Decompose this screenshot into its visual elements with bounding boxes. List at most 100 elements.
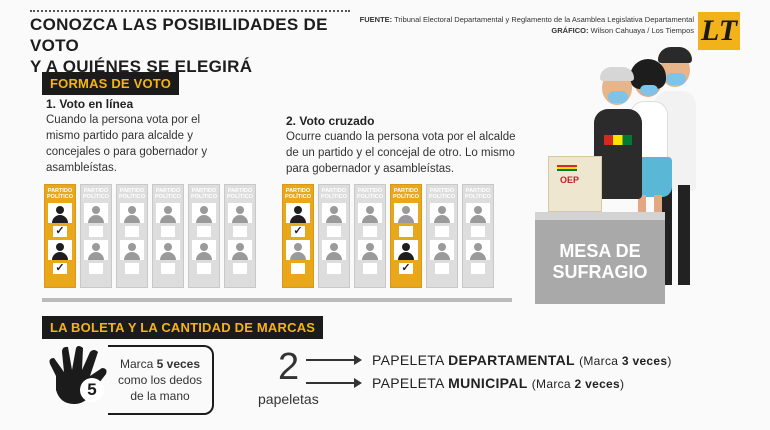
dep-paren-bold: 3 veces bbox=[621, 354, 668, 368]
ballot-row-en-linea: PARTIDO POLÍTICO ✓ ✓ PARTIDO POLÍTICO PA… bbox=[44, 184, 256, 288]
candidate-icon bbox=[322, 240, 346, 260]
check-mark: ✓ bbox=[53, 226, 67, 237]
empty-box bbox=[435, 226, 449, 237]
ballot-header: PARTIDO POLÍTICO bbox=[285, 188, 311, 200]
ballot-header: PARTIDO POLÍTICO bbox=[83, 188, 109, 200]
empty-box bbox=[327, 263, 341, 274]
mun-paren-pre: (Marca bbox=[531, 377, 575, 391]
candidate-icon bbox=[286, 240, 310, 260]
candidate-icon bbox=[228, 203, 252, 223]
candidate-icon bbox=[48, 240, 72, 260]
title-line-2: Y A QUIÉNES SE ELEGIRÁ bbox=[30, 57, 253, 76]
oep-label: OEP bbox=[560, 175, 580, 185]
candidate-icon bbox=[466, 240, 490, 260]
empty-box bbox=[197, 226, 211, 237]
papeleta-departamental: PAPELETA DEPARTAMENTAL (Marca 3 veces) bbox=[372, 352, 672, 368]
formas-de-voto-label: FORMAS DE VOTO bbox=[42, 72, 180, 95]
empty-box bbox=[399, 226, 413, 237]
source-text: Tribunal Electoral Departamental y Regla… bbox=[394, 15, 694, 24]
mark-bold: 5 veces bbox=[156, 357, 201, 371]
candidate-icon bbox=[430, 240, 454, 260]
ballot-column: PARTIDO POLÍTICO bbox=[354, 184, 386, 288]
ballot-header: PARTIDO POLÍTICO bbox=[227, 188, 253, 200]
dep-bold: DEPARTAMENTAL bbox=[448, 352, 575, 368]
dep-pre: PAPELETA bbox=[372, 352, 449, 368]
dep-paren-post: ) bbox=[667, 354, 672, 368]
graphic-label: GRÁFICO: bbox=[551, 26, 589, 35]
los-tiempos-logo: LT bbox=[698, 12, 740, 50]
ballot-column: PARTIDO POLÍTICO bbox=[224, 184, 256, 288]
arrow-right-icon bbox=[306, 378, 362, 388]
empty-box bbox=[161, 263, 175, 274]
title-line-1: CONOZCA LAS POSIBILIDADES DE VOTO bbox=[30, 15, 328, 55]
candidate-icon bbox=[466, 203, 490, 223]
candidate-icon bbox=[192, 203, 216, 223]
ballot-column: PARTIDO POLÍTICO bbox=[426, 184, 458, 288]
mark-line-3: de la mano bbox=[130, 389, 190, 403]
check-mark: ✓ bbox=[53, 263, 67, 274]
papeleta-municipal: PAPELETA MUNICIPAL (Marca 2 veces) bbox=[372, 375, 624, 391]
voto-cruzado-title: 2. Voto cruzado bbox=[286, 114, 375, 128]
empty-box bbox=[363, 226, 377, 237]
voto-en-linea-title: 1. Voto en línea bbox=[46, 97, 134, 111]
mesa-line-1: MESA DE bbox=[559, 241, 641, 261]
candidate-icon bbox=[84, 203, 108, 223]
empty-box bbox=[197, 263, 211, 274]
ballots-baseline bbox=[42, 298, 512, 302]
ballot-header: PARTIDO POLÍTICO bbox=[429, 188, 455, 200]
empty-box bbox=[291, 263, 305, 274]
candidate-icon bbox=[120, 203, 144, 223]
mun-bold: MUNICIPAL bbox=[448, 375, 528, 391]
candidate-icon bbox=[48, 203, 72, 223]
dep-paren-pre: (Marca bbox=[579, 354, 622, 368]
candidate-icon bbox=[84, 240, 108, 260]
voter-illustration bbox=[560, 45, 720, 295]
ballot-header: PARTIDO POLÍTICO bbox=[47, 188, 73, 200]
candidate-icon bbox=[286, 203, 310, 223]
marca-info-box: Marca 5 veces como los dedos de la mano bbox=[108, 345, 214, 415]
flag-icon bbox=[557, 165, 577, 171]
ballot-box: OEP bbox=[548, 156, 602, 212]
graphic-text: Wilson Cahuaya / Los Tiempos bbox=[590, 26, 694, 35]
candidate-icon bbox=[192, 240, 216, 260]
empty-box bbox=[161, 226, 175, 237]
empty-box bbox=[125, 226, 139, 237]
candidate-icon bbox=[156, 240, 180, 260]
mun-paren-post: ) bbox=[620, 377, 625, 391]
empty-box bbox=[89, 226, 103, 237]
voto-en-linea-desc: Cuando la persona vota por el mismo part… bbox=[46, 114, 208, 174]
ballot-header: PARTIDO POLÍTICO bbox=[357, 188, 383, 200]
ballot-column: PARTIDO POLÍTICO bbox=[462, 184, 494, 288]
title-divider bbox=[30, 10, 350, 12]
ballot-header: PARTIDO POLÍTICO bbox=[465, 188, 491, 200]
candidate-icon bbox=[156, 203, 180, 223]
ballot-column: PARTIDO POLÍTICO ✓ bbox=[282, 184, 314, 288]
ballot-column: PARTIDO POLÍTICO ✓ ✓ bbox=[44, 184, 76, 288]
hand-number: 5 bbox=[80, 378, 104, 402]
ballot-header: PARTIDO POLÍTICO bbox=[191, 188, 217, 200]
mesa-de-sufragio: MESA DE SUFRAGIO bbox=[535, 212, 665, 304]
empty-box bbox=[435, 263, 449, 274]
check-mark: ✓ bbox=[399, 263, 413, 274]
candidate-icon bbox=[120, 240, 144, 260]
ballot-header: PARTIDO POLÍTICO bbox=[393, 188, 419, 200]
ballot-header: PARTIDO POLÍTICO bbox=[321, 188, 347, 200]
arrow-right-icon bbox=[306, 355, 362, 365]
ballot-column: PARTIDO POLÍTICO bbox=[318, 184, 350, 288]
ballot-column: PARTIDO POLÍTICO bbox=[80, 184, 112, 288]
empty-box bbox=[471, 226, 485, 237]
papeletas-label: papeletas bbox=[258, 391, 319, 407]
mesa-line-2: SUFRAGIO bbox=[552, 262, 648, 282]
empty-box bbox=[363, 263, 377, 274]
empty-box bbox=[233, 263, 247, 274]
source-label: FUENTE: bbox=[359, 15, 393, 24]
page-title: CONOZCA LAS POSIBILIDADES DE VOTO Y A QU… bbox=[30, 14, 360, 77]
candidate-icon bbox=[430, 203, 454, 223]
empty-box bbox=[327, 226, 341, 237]
ballot-column: PARTIDO POLÍTICO bbox=[116, 184, 148, 288]
mun-paren-bold: 2 veces bbox=[574, 377, 621, 391]
candidate-icon bbox=[394, 203, 418, 223]
empty-box bbox=[89, 263, 103, 274]
boleta-marcas-label: LA BOLETA Y LA CANTIDAD DE MARCAS bbox=[42, 316, 324, 339]
mun-pre: PAPELETA bbox=[372, 375, 449, 391]
